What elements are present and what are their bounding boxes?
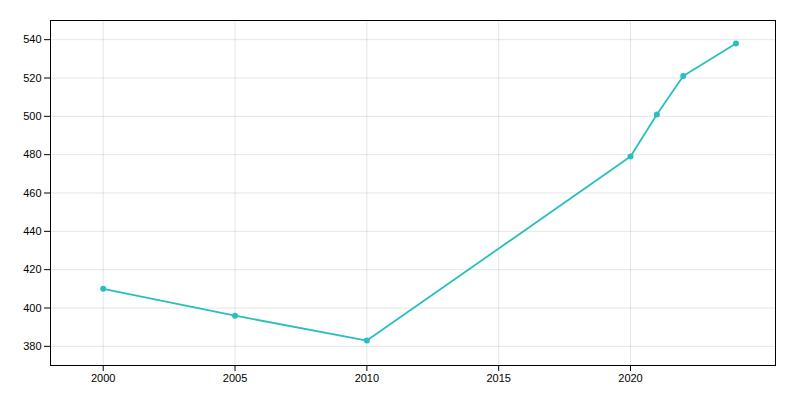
- svg-text:2015: 2015: [486, 372, 510, 384]
- svg-text:420: 420: [23, 263, 41, 275]
- svg-text:2020: 2020: [618, 372, 642, 384]
- svg-text:500: 500: [23, 110, 41, 122]
- svg-text:440: 440: [23, 225, 41, 237]
- svg-text:480: 480: [23, 148, 41, 160]
- svg-text:460: 460: [23, 187, 41, 199]
- svg-text:2010: 2010: [355, 372, 379, 384]
- svg-text:520: 520: [23, 72, 41, 84]
- svg-text:2005: 2005: [223, 372, 247, 384]
- svg-text:400: 400: [23, 302, 41, 314]
- svg-text:540: 540: [23, 33, 41, 45]
- svg-text:380: 380: [23, 340, 41, 352]
- svg-text:2000: 2000: [91, 372, 115, 384]
